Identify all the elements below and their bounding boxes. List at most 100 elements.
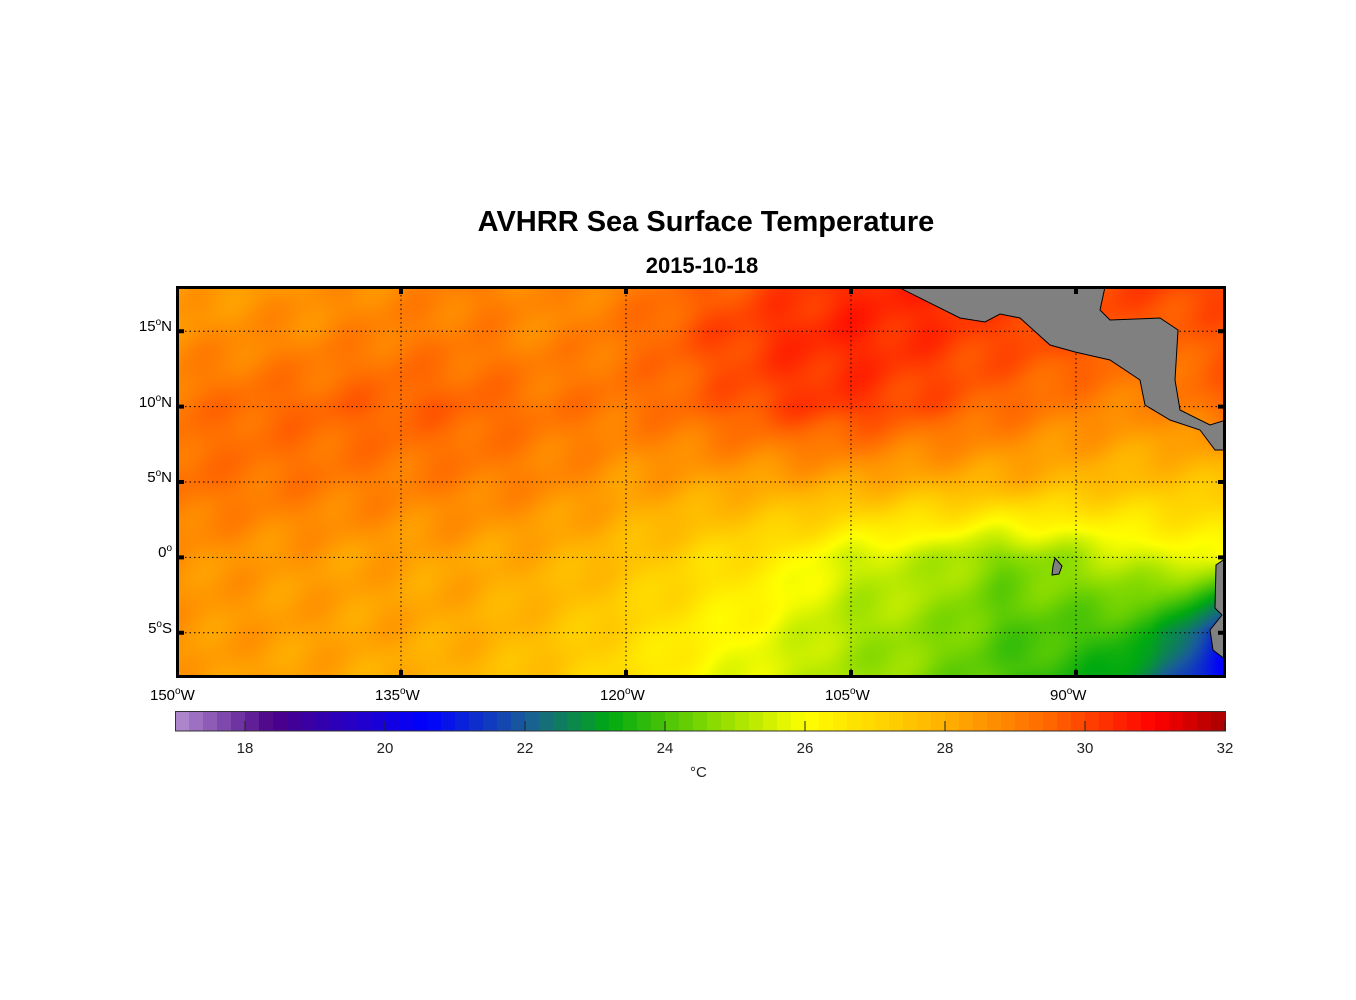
map-overlay [176,286,1226,678]
colorbar-swatch [1043,711,1058,732]
colorbar-swatch [595,711,610,732]
colorbar-swatch [609,711,624,732]
colorbar-swatch [1085,711,1100,732]
colorbar-swatch [847,711,862,732]
colorbar-swatch [987,711,1002,732]
colorbar [175,711,1226,732]
colorbar-swatch [497,711,512,732]
colorbar-swatch [931,711,946,732]
lat-tick-label: 15oN [138,317,172,336]
colorbar-swatch [301,711,316,732]
colorbar-swatch [735,711,750,732]
colorbar-tick-label: 28 [936,740,954,757]
colorbar-swatch [1183,711,1198,732]
colorbar-swatch [399,711,414,732]
colorbar-unit-label: °C [690,764,707,781]
colorbar-swatch [791,711,806,732]
chart-title: AVHRR Sea Surface Temperature [477,206,935,238]
colorbar-tick-label: 20 [376,740,394,757]
lat-tick-label: 5oS [148,618,172,637]
colorbar-tick-label: 26 [796,740,814,757]
colorbar-swatch [217,711,232,732]
colorbar-swatch [357,711,372,732]
colorbar-swatch [1057,711,1072,732]
colorbar-swatch [623,711,638,732]
land [897,286,1226,661]
lat-tick-label: 10oN [138,392,172,411]
colorbar-tick-label: 18 [236,740,254,757]
colorbar-swatch [693,711,708,732]
colorbar-tick-label: 24 [656,740,674,757]
colorbar-swatch [259,711,274,732]
colorbar-swatch [385,711,400,732]
colorbar-swatch [1113,711,1128,732]
colorbar-swatch [805,711,820,732]
colorbar-swatch [189,711,204,732]
colorbar-swatch [1127,711,1142,732]
galapagos-land [1051,556,1063,576]
colorbar-swatch [777,711,792,732]
colorbar-swatch [1099,711,1114,732]
map-frame [176,286,1226,678]
colorbar-tick-label: 22 [516,740,534,757]
colorbar-swatch [917,711,932,732]
colorbar-swatch [427,711,442,732]
colorbar-swatch [1071,711,1086,732]
colorbar-swatch [343,711,358,732]
colorbar-swatch [1015,711,1030,732]
colorbar-swatch [1169,711,1184,732]
colorbar-swatch [763,711,778,732]
lat-tick-label: 5oN [147,468,172,486]
lat-tick-label: 0o [158,543,172,562]
colorbar-tick-label: 30 [1076,740,1094,757]
colorbar-swatch [1141,711,1156,732]
lon-tick-label: 120oW [600,686,645,704]
colorbar-swatch [287,711,302,732]
colorbar-swatch [679,711,694,732]
central-america-land [897,286,1226,451]
colorbar-swatch [525,711,540,732]
colorbar-swatch [903,711,918,732]
colorbar-swatch [637,711,652,732]
colorbar-swatch [567,711,582,732]
colorbar-swatch [539,711,554,732]
colorbar-swatch [833,711,848,732]
colorbar-swatch [175,711,190,732]
colorbar-swatch [945,711,960,732]
colorbar-swatch [861,711,876,732]
colorbar-swatch [231,711,246,732]
colorbar-swatch [819,711,834,732]
colorbar-swatch [371,711,386,732]
colorbar-swatch [455,711,470,732]
colorbar-swatch [1197,711,1212,732]
colorbar-swatch [469,711,484,732]
colorbar-swatch [553,711,568,732]
colorbar-swatch [973,711,988,732]
colorbar-swatch [1001,711,1016,732]
colorbar-swatch [1029,711,1044,732]
colorbar-swatch [749,711,764,732]
colorbar-swatch [665,711,680,732]
colorbar-swatch [413,711,428,732]
lon-tick-label: 135oW [375,686,420,704]
chart-subtitle: 2015-10-18 [645,253,759,278]
lon-tick-label: 90oW [1050,686,1087,704]
colorbar-swatch [245,711,260,732]
lon-tick-label: 105oW [825,686,870,704]
colorbar-swatch [329,711,344,732]
colorbar-swatch [651,711,666,732]
colorbar-swatch [1155,711,1170,732]
colorbar-swatch [875,711,890,732]
sst-heatmap [176,286,1226,678]
colorbar-swatch [315,711,330,732]
colorbar-swatch [889,711,904,732]
colorbar-swatch [707,711,722,732]
map-panel [176,286,1226,678]
colorbar-swatch [483,711,498,732]
colorbar-swatch [721,711,736,732]
colorbar-swatch [273,711,288,732]
colorbar-swatch [511,711,526,732]
colorbar-swatch [581,711,596,732]
colorbar-swatch [441,711,456,732]
lon-tick-label: 150oW [150,686,195,704]
